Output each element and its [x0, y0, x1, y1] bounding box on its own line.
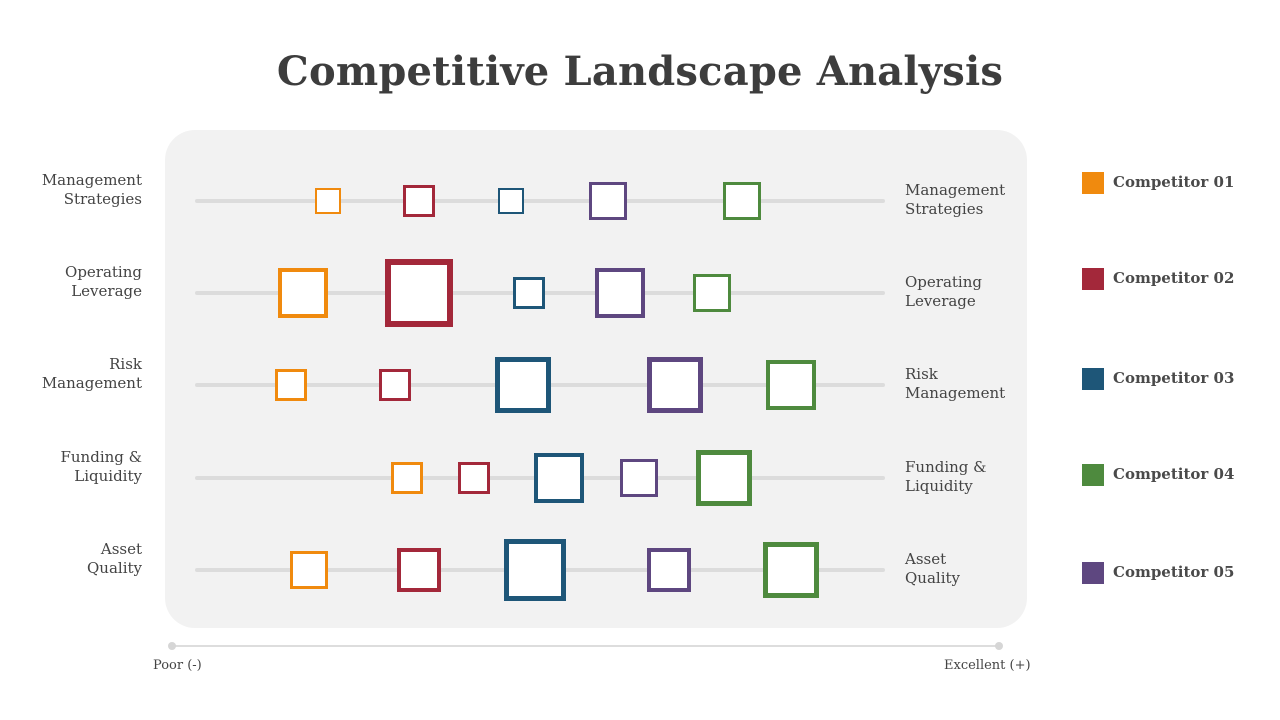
row-label-line1: Asset: [905, 550, 947, 568]
row-label-line1: Management: [41, 171, 142, 189]
marker-competitor-01-row-2: [278, 268, 329, 318]
marker-competitor-05-row-1: [589, 182, 628, 220]
scale-poor-label: Poor (-): [153, 658, 202, 673]
scale-end-dot: [995, 642, 1003, 650]
legend-swatch: [1082, 562, 1104, 584]
legend-swatch: [1082, 368, 1104, 390]
legend-swatch: [1082, 172, 1104, 194]
legend-label: Competitor 02: [1113, 269, 1235, 287]
marker-competitor-03-row-2: [512, 277, 545, 309]
legend-swatch: [1082, 268, 1104, 290]
row-label-line1: Funding &: [60, 448, 142, 466]
row-label-line2: Liquidity: [905, 477, 973, 495]
marker-competitor-04-row-2: [692, 274, 731, 312]
row-label-line1: Risk: [109, 355, 142, 373]
row-label-left-2: Operating Leverage: [65, 263, 142, 301]
legend-label: Competitor 01: [1113, 173, 1235, 191]
row-label-right-3: Risk Management: [905, 365, 1005, 403]
scale-excellent-label: Excellent (+): [944, 658, 1031, 673]
marker-competitor-04-row-3: [766, 360, 817, 410]
scale-axis-line: [172, 645, 999, 647]
row-label-line2: Strategies: [905, 200, 984, 218]
marker-competitor-01-row-5: [290, 551, 329, 589]
row-label-line2: Leverage: [905, 292, 976, 310]
marker-competitor-03-row-1: [497, 188, 524, 214]
legend-label: Competitor 03: [1113, 369, 1235, 387]
marker-competitor-03-row-5: [504, 539, 566, 601]
marker-competitor-04-row-1: [723, 182, 762, 220]
row-label-line2: Liquidity: [74, 467, 142, 485]
row-label-line2: Management: [41, 374, 142, 392]
scale-start-dot: [168, 642, 176, 650]
marker-competitor-04-row-5: [763, 542, 820, 598]
row-label-right-2: Operating Leverage: [905, 273, 982, 311]
marker-competitor-02-row-3: [378, 369, 411, 401]
marker-competitor-05-row-2: [595, 268, 646, 318]
row-label-line2: Strategies: [63, 190, 142, 208]
row-track-1: [195, 199, 885, 203]
page-title: Competitive Landscape Analysis: [276, 48, 1004, 95]
marker-competitor-02-row-2: [385, 259, 454, 327]
marker-competitor-03-row-4: [534, 453, 585, 503]
marker-competitor-01-row-4: [390, 462, 423, 494]
marker-competitor-02-row-5: [397, 548, 442, 592]
legend-label: Competitor 04: [1113, 465, 1235, 483]
row-label-left-5: Asset Quality: [87, 540, 142, 578]
marker-competitor-02-row-4: [458, 462, 490, 494]
row-label-line2: Management: [905, 384, 1006, 402]
row-label-line2: Quality: [905, 569, 960, 587]
row-label-right-5: Asset Quality: [905, 550, 960, 588]
marker-competitor-05-row-5: [647, 548, 692, 592]
legend-label: Competitor 05: [1113, 563, 1235, 581]
marker-competitor-05-row-3: [647, 357, 704, 413]
row-label-line1: Operating: [65, 263, 142, 281]
row-label-line1: Asset: [100, 540, 142, 558]
row-label-left-3: Risk Management: [42, 355, 142, 393]
row-label-right-1: Management Strategies: [905, 181, 1005, 219]
row-label-left-1: Management Strategies: [42, 171, 142, 209]
legend-swatch: [1082, 464, 1104, 486]
row-label-line2: Leverage: [71, 282, 142, 300]
row-label-right-4: Funding & Liquidity: [905, 458, 987, 496]
row-label-line2: Quality: [87, 559, 142, 577]
marker-competitor-01-row-1: [314, 188, 341, 214]
marker-competitor-01-row-3: [275, 369, 307, 401]
row-label-line1: Management: [905, 181, 1006, 199]
row-label-left-4: Funding & Liquidity: [60, 448, 142, 486]
marker-competitor-05-row-4: [619, 459, 658, 497]
marker-competitor-04-row-4: [696, 450, 753, 506]
row-label-line1: Funding &: [905, 458, 987, 476]
row-label-line1: Operating: [905, 273, 982, 291]
marker-competitor-02-row-1: [403, 185, 436, 217]
row-label-line1: Risk: [905, 365, 938, 383]
marker-competitor-03-row-3: [494, 357, 551, 413]
